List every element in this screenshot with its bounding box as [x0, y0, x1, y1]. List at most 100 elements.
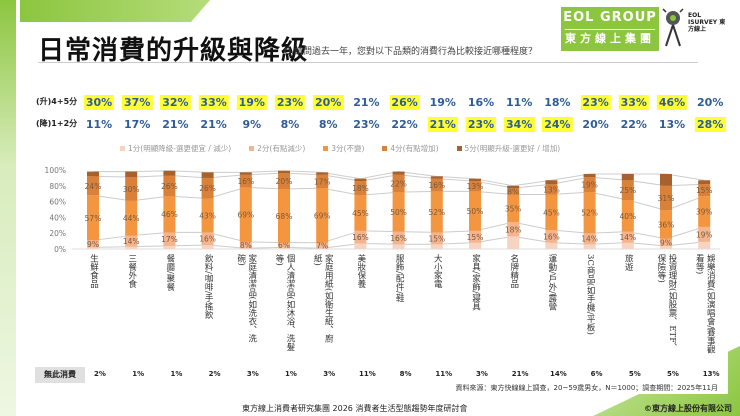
data-label: 69% [314, 211, 331, 220]
bar-segment [163, 232, 176, 246]
data-label: 45% [543, 208, 560, 217]
no-consumption-value: 11% [435, 370, 453, 378]
bar-segment [239, 248, 252, 249]
data-label: 52% [428, 208, 445, 217]
data-label: 15% [696, 186, 713, 195]
bar-segment [201, 172, 214, 178]
up-percent: 23% [580, 95, 611, 110]
bar-segment [507, 222, 520, 237]
category-label: 飲料/咖啡/手搖飲 [203, 254, 214, 320]
down-percent: 23% [353, 118, 380, 131]
bar-segment [392, 231, 405, 245]
no-consumption-value: 5% [628, 370, 641, 378]
no-consumption-value: 1% [132, 370, 145, 378]
data-label: 14% [123, 237, 140, 246]
legend-label: 2分(有點減少) [257, 144, 306, 153]
data-label: 35% [505, 204, 522, 213]
data-label: 17% [161, 235, 178, 244]
bar-segment [316, 174, 329, 189]
bar-segment [660, 238, 672, 246]
data-label: 57% [85, 214, 102, 223]
bar-segment [392, 192, 405, 232]
bar-segment [545, 194, 558, 231]
legend-item: 5分(明顯升級-選更好 / 增加) [456, 143, 560, 154]
data-source: 資料來源：東方快線線上調查，20~59歲男女，N＝1000；調查期間：2025年… [455, 384, 718, 392]
bar-segment [392, 171, 405, 175]
y-tick-label: 20% [49, 229, 66, 238]
bar-segment [545, 184, 558, 195]
bar-segment [698, 180, 711, 185]
legend-swatch [323, 146, 329, 151]
bar-segment [469, 230, 481, 243]
bar-segment [87, 195, 99, 241]
bar-segment [698, 184, 711, 197]
bar-segment [278, 170, 290, 174]
no-consumption-value: 2% [208, 370, 221, 378]
category-label: 旅遊 [623, 254, 634, 271]
bar-segment [278, 242, 290, 248]
data-label: 40% [619, 212, 636, 221]
bar-segment [125, 177, 138, 201]
bar-segment [354, 195, 367, 231]
bar-segment [239, 187, 252, 242]
data-label: 50% [390, 208, 407, 217]
survey-question: Q.請問過去一年，您對以下品類的消費行為比較接近哪種程度？ [284, 47, 537, 57]
category-label: 美妝保養 [355, 254, 366, 288]
bar-segment [507, 185, 520, 189]
bar-segment [507, 194, 520, 223]
category-label: 投資理財(如股票、ETF、保險等) [656, 254, 677, 352]
bar-segment [163, 196, 176, 233]
no-consumption-value: 3% [323, 370, 336, 378]
bar-segment [354, 178, 367, 182]
bar-segment [507, 188, 520, 195]
bar-segment [163, 245, 176, 249]
bar-segment [278, 188, 290, 243]
bar-segment [660, 245, 672, 249]
data-label: 69% [237, 211, 254, 220]
bar-segment [660, 173, 672, 186]
data-label: 22% [390, 179, 407, 188]
data-label: 16% [428, 181, 445, 190]
category-label: 個人清潔品(如沐浴、洗髮等) [274, 254, 295, 351]
isurvey-mascot-icon [662, 8, 684, 47]
data-label: 43% [199, 211, 216, 220]
bar-segment [354, 181, 367, 196]
bar-segment [239, 241, 252, 249]
data-label: 68% [276, 212, 293, 221]
legend-label: 4分(有點增加) [390, 144, 439, 153]
data-label: 46% [161, 210, 178, 219]
no-consumption-value: 3% [246, 370, 259, 378]
down-percent: 22% [391, 118, 418, 131]
up-percent: 19% [429, 96, 456, 109]
up-percent: 33% [198, 95, 229, 110]
category-label: 家庭清潔品(如洗衣、洗碗) [235, 254, 257, 343]
bar-segment [583, 192, 596, 234]
data-label: 13% [467, 182, 484, 191]
data-label: 16% [352, 233, 369, 242]
bar-segment [430, 178, 443, 192]
bar-segment [583, 177, 596, 193]
bar-segment [621, 200, 634, 232]
no-consumption-value: 3% [476, 370, 488, 378]
data-label: 45% [352, 209, 369, 218]
bar-segment [621, 173, 634, 181]
down-percent: 9% [242, 118, 262, 131]
legend-item: 2分(有點減少) [249, 143, 305, 154]
no-consumption-value: 14% [550, 370, 567, 378]
down-percent: 21% [427, 117, 458, 132]
bar-segment [545, 180, 558, 185]
bar-segment [163, 175, 176, 197]
bar-segment [87, 247, 99, 249]
down-percent: 23% [465, 117, 497, 132]
data-label: 39% [696, 207, 713, 216]
category-label: 運動/戶外/露營 [546, 254, 557, 311]
y-tick-label: 80% [49, 182, 66, 191]
bar-segment [430, 244, 443, 249]
data-label: 19% [696, 230, 713, 239]
data-label: 50% [467, 207, 484, 216]
data-label: 44% [123, 214, 140, 223]
down-percent: 21% [200, 118, 227, 131]
no-consumption-value: 2% [94, 370, 106, 378]
category-label: 3C商品(如手機/平板) [585, 254, 596, 335]
no-consumption-value: 21% [511, 370, 529, 378]
